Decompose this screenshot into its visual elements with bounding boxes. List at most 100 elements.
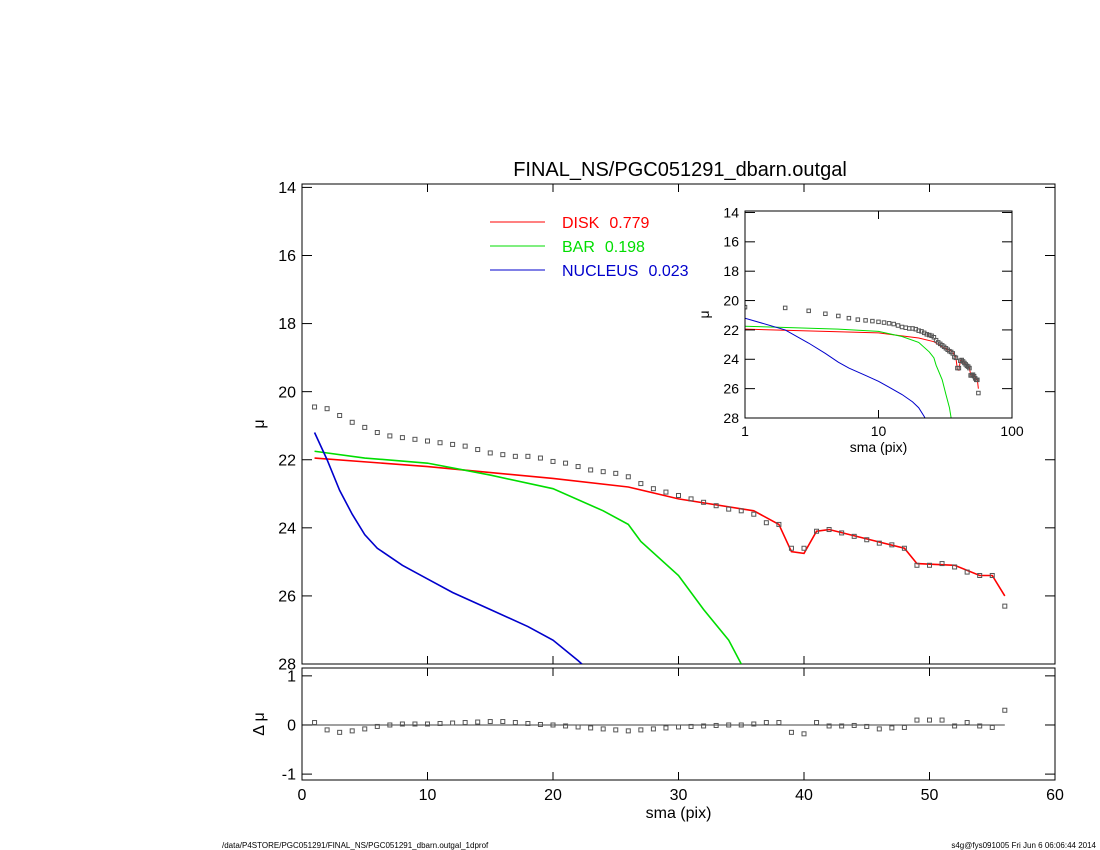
residual-point xyxy=(801,731,807,737)
y-tick-label: 24 xyxy=(278,520,296,537)
residual-point xyxy=(425,721,430,727)
data-point xyxy=(475,447,481,453)
data-point xyxy=(924,332,930,337)
data-point xyxy=(881,320,887,325)
model-line xyxy=(745,325,952,418)
data-point xyxy=(575,464,581,470)
data-point xyxy=(324,406,330,412)
residual-point xyxy=(525,721,531,727)
chart-title: FINAL_NS/PGC051291_dbarn.outgal xyxy=(513,159,847,181)
residual-point xyxy=(312,720,318,726)
data-point xyxy=(967,365,972,371)
data-point xyxy=(738,508,744,514)
y-axis-label: Δ μ xyxy=(251,712,268,735)
residual-point xyxy=(537,721,543,727)
data-point xyxy=(425,438,430,444)
data-point xyxy=(450,441,456,447)
residual-point xyxy=(826,723,832,729)
residual-point xyxy=(663,725,669,731)
data-point xyxy=(895,323,901,328)
residual-point xyxy=(751,721,757,727)
residual-point xyxy=(588,725,594,731)
data-point xyxy=(688,496,694,502)
residual-point xyxy=(688,723,694,729)
y-axis-label: μ xyxy=(696,310,712,318)
data-point xyxy=(745,304,748,310)
residual-point xyxy=(776,720,782,726)
x-tick-label: 1 xyxy=(741,423,749,439)
residual-point xyxy=(475,719,481,725)
data-point xyxy=(870,318,875,324)
residual-point xyxy=(613,727,619,733)
data-point xyxy=(625,474,631,480)
data-point xyxy=(826,527,832,533)
y-tick-label: 16 xyxy=(723,234,739,250)
data-point xyxy=(788,545,794,551)
residual-point xyxy=(650,726,656,732)
residual-point xyxy=(738,722,744,728)
data-point xyxy=(751,511,757,517)
residual-point xyxy=(374,723,380,729)
data-point xyxy=(726,506,732,512)
data-point xyxy=(349,419,355,425)
data-point xyxy=(939,561,945,567)
data-point xyxy=(876,319,881,325)
data-point xyxy=(801,545,807,551)
data-point xyxy=(412,436,418,442)
residual-point xyxy=(512,720,518,726)
legend-fraction: 0.779 xyxy=(609,215,649,232)
data-point xyxy=(964,569,970,575)
y-axis-label: μ xyxy=(251,419,268,428)
residual-point xyxy=(977,723,983,729)
legend-fraction: 0.198 xyxy=(605,239,645,256)
data-point xyxy=(846,315,852,321)
data-point xyxy=(956,365,962,371)
data-point xyxy=(863,318,868,323)
data-point xyxy=(512,453,518,459)
data-point xyxy=(663,489,669,495)
data-point xyxy=(891,321,896,327)
x-tick-label: 60 xyxy=(1046,787,1064,804)
data-point xyxy=(638,481,644,487)
residual-point xyxy=(701,723,707,729)
y-tick-label: 22 xyxy=(278,452,296,469)
data-point xyxy=(823,311,828,317)
residual-point xyxy=(412,721,418,727)
legend-name: NUCLEUS xyxy=(562,263,638,280)
residual-point xyxy=(726,722,732,728)
residual-point xyxy=(914,717,920,723)
data-point xyxy=(1002,603,1008,609)
y-tick-label: 14 xyxy=(278,180,296,197)
residual-point xyxy=(839,723,845,729)
residual-point xyxy=(939,717,945,723)
residual-point xyxy=(500,719,506,725)
y-tick-label: 20 xyxy=(723,292,739,308)
residual-point xyxy=(851,722,857,728)
y-tick-label: 28 xyxy=(723,410,739,426)
data-point xyxy=(399,435,405,441)
residual-point xyxy=(324,727,330,733)
footer-right: s4g@fys091005 Fri Jun 6 06:06:44 2014 xyxy=(951,841,1096,850)
data-point xyxy=(462,443,468,449)
y-tick-label: 0 xyxy=(287,718,296,735)
residual-point xyxy=(989,724,995,730)
residual-point xyxy=(876,726,882,732)
data-point xyxy=(312,404,318,410)
data-point xyxy=(836,313,841,319)
data-point xyxy=(676,492,681,498)
data-point xyxy=(776,521,782,527)
plot-area xyxy=(745,304,981,418)
data-point xyxy=(864,537,870,543)
legend-label: BAR 0.198 xyxy=(562,239,645,256)
data-point xyxy=(855,317,861,322)
y-tick-label: 14 xyxy=(723,204,739,220)
data-point xyxy=(901,545,907,551)
legend-fraction: 0.023 xyxy=(648,263,688,280)
y-tick-label: 26 xyxy=(278,589,296,606)
model-line xyxy=(745,317,926,418)
x-tick-label: 40 xyxy=(795,787,813,804)
data-point xyxy=(337,412,343,418)
x-tick-label: 20 xyxy=(544,787,562,804)
data-point xyxy=(839,530,845,536)
data-point xyxy=(851,533,857,539)
